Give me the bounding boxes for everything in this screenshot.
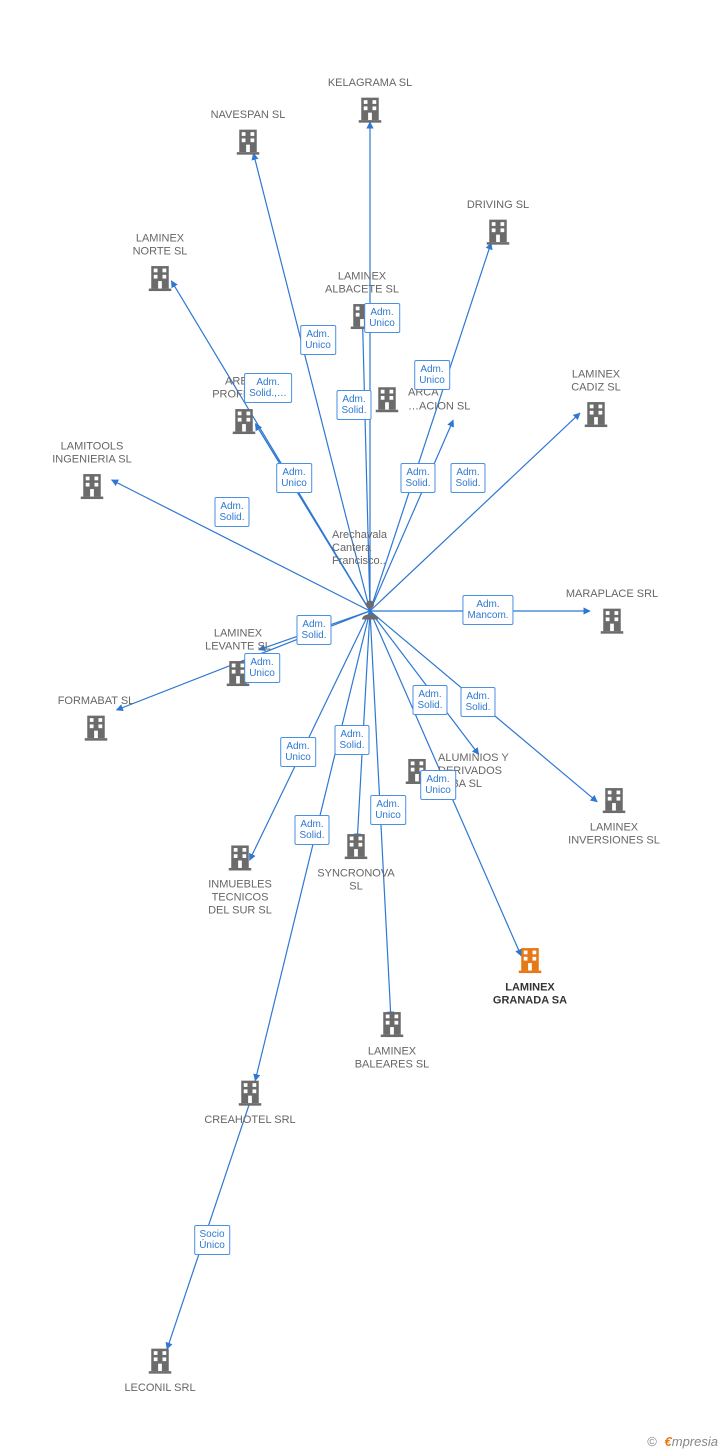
- company-label: NAVESPAN SL: [188, 109, 308, 122]
- company-label: LAMINEXINVERSIONES SL: [554, 821, 674, 847]
- edge-label-person-creahotel: Adm. Solid.: [294, 815, 329, 845]
- company-node-baleares[interactable]: LAMINEXBALEARES SL: [332, 1008, 452, 1071]
- company-label: LECONIL SRL: [100, 1382, 220, 1395]
- edge-person-arena: [255, 424, 370, 611]
- company-label: LAMINEXCADIZ SL: [536, 368, 656, 394]
- company-label: LAMINEXGRANADA SA: [470, 981, 590, 1007]
- edge-label-person-albacete: Adm. Solid.: [336, 390, 371, 420]
- building-icon: [77, 492, 107, 504]
- company-node-leconil[interactable]: LECONIL SRL: [100, 1345, 220, 1395]
- copyright-symbol: ©: [647, 1434, 657, 1449]
- edge-label-person-navespan: Adm. Unico: [300, 325, 336, 355]
- building-icon: [483, 237, 513, 249]
- company-node-granada[interactable]: LAMINEXGRANADA SA: [470, 944, 590, 1007]
- company-label: INMUEBLESTECNICOSDEL SUR SL: [180, 879, 300, 919]
- company-node-kelagrama[interactable]: KELAGRAMA SL: [310, 73, 430, 127]
- company-node-lamnorte[interactable]: LAMINEXNORTE SL: [100, 228, 220, 295]
- building-icon: [599, 805, 629, 817]
- company-node-navespan[interactable]: NAVESPAN SL: [188, 105, 308, 159]
- building-icon: [581, 420, 611, 432]
- building-icon: [229, 427, 259, 439]
- company-label: FORMABAT SL: [36, 695, 156, 708]
- company-label: KELAGRAMA SL: [310, 77, 430, 90]
- building-icon: [225, 863, 255, 875]
- edge-label-person-arena: Adm. Solid.,…: [244, 373, 292, 403]
- company-label: LAMINEXBALEARES SL: [332, 1045, 452, 1071]
- building-icon: [145, 284, 175, 296]
- brand-rest: mpresia: [672, 1434, 718, 1449]
- person-node[interactable]: [355, 598, 385, 625]
- company-label: LAMINEXLEVANTE SL: [178, 627, 298, 653]
- building-icon: [81, 733, 111, 745]
- building-icon: [233, 147, 263, 159]
- edge-label-person-lamitools: Adm. Solid.: [214, 497, 249, 527]
- company-label: DRIVING SL: [438, 199, 558, 212]
- edge-label-person-formabat: Adm. Unico: [244, 653, 280, 683]
- company-node-lamitools[interactable]: LAMITOOLSINGENIERIA SL: [32, 436, 152, 503]
- edge-label-person-arca: Adm. Solid.: [400, 463, 435, 493]
- edge-label-person-granada: Adm. Unico: [420, 770, 456, 800]
- company-label: LAMINEXNORTE SL: [100, 232, 220, 258]
- watermark: © €mpresia: [647, 1434, 718, 1449]
- company-node-inmuebles[interactable]: INMUEBLESTECNICOSDEL SUR SL: [180, 842, 300, 919]
- company-node-maraplace[interactable]: MARAPLACE SRL: [552, 584, 672, 638]
- building-icon: [515, 965, 545, 977]
- company-label: LAMINEXALBACETE SL: [302, 270, 422, 296]
- building-icon: [597, 626, 627, 638]
- edge-label-person-aluminios: Adm. Solid.: [412, 685, 447, 715]
- company-label: MARAPLACE SRL: [552, 588, 672, 601]
- edge-label-person-arena: Adm. Unico: [276, 463, 312, 493]
- edge-label-person-levante: Adm. Solid.: [296, 615, 331, 645]
- edge-label-creahotel-leconil: Socio Único: [194, 1225, 230, 1255]
- company-node-levante[interactable]: LAMINEXLEVANTE SL: [178, 623, 298, 690]
- edge-label-person-syncronova: Adm. Solid.: [334, 725, 369, 755]
- company-node-inversiones[interactable]: LAMINEXINVERSIONES SL: [554, 784, 674, 847]
- company-label: LAMITOOLSINGENIERIA SL: [32, 440, 152, 466]
- building-icon: [145, 1366, 175, 1378]
- company-node-arca[interactable]: ARCA…ACION SL: [372, 384, 552, 417]
- building-icon: [341, 851, 371, 863]
- company-label: SYNCRONOVASL: [296, 867, 416, 893]
- edge-person-aluminios: [370, 611, 479, 754]
- edge-label-person-inversiones: Adm. Solid.: [460, 687, 495, 717]
- edge-person-arena: [255, 424, 370, 611]
- company-node-creahotel[interactable]: CREAHOTEL SRL: [190, 1077, 310, 1127]
- person-icon: [358, 613, 382, 625]
- brand-e: €: [665, 1434, 672, 1449]
- company-node-formabat[interactable]: FORMABAT SL: [36, 691, 156, 745]
- company-node-cadiz[interactable]: LAMINEXCADIZ SL: [536, 364, 656, 431]
- building-icon: [235, 1098, 265, 1110]
- building-icon: [355, 115, 385, 127]
- company-label: ARCA…ACION SL: [408, 387, 470, 413]
- edge-label-person-kelagrama: Adm. Unico: [364, 303, 400, 333]
- edge-person-cadiz: [370, 413, 580, 611]
- edge-label-person-inmuebles: Adm. Unico: [280, 737, 316, 767]
- edge-label-person-maraplace: Adm. Mancom.: [462, 595, 513, 625]
- building-icon: [372, 384, 402, 417]
- edge-person-arca: [370, 420, 453, 611]
- edge-label-person-driving: Adm. Unico: [414, 360, 450, 390]
- edge-label-person-baleares: Adm. Unico: [370, 795, 406, 825]
- building-icon: [377, 1029, 407, 1041]
- company-label: CREAHOTEL SRL: [190, 1114, 310, 1127]
- company-node-driving[interactable]: DRIVING SL: [438, 195, 558, 249]
- company-node-albacete[interactable]: LAMINEXALBACETE SL: [302, 266, 422, 333]
- edge-label-person-cadiz: Adm. Solid.: [450, 463, 485, 493]
- person-label: ArechavalaCanteraFrancisco..: [332, 529, 422, 569]
